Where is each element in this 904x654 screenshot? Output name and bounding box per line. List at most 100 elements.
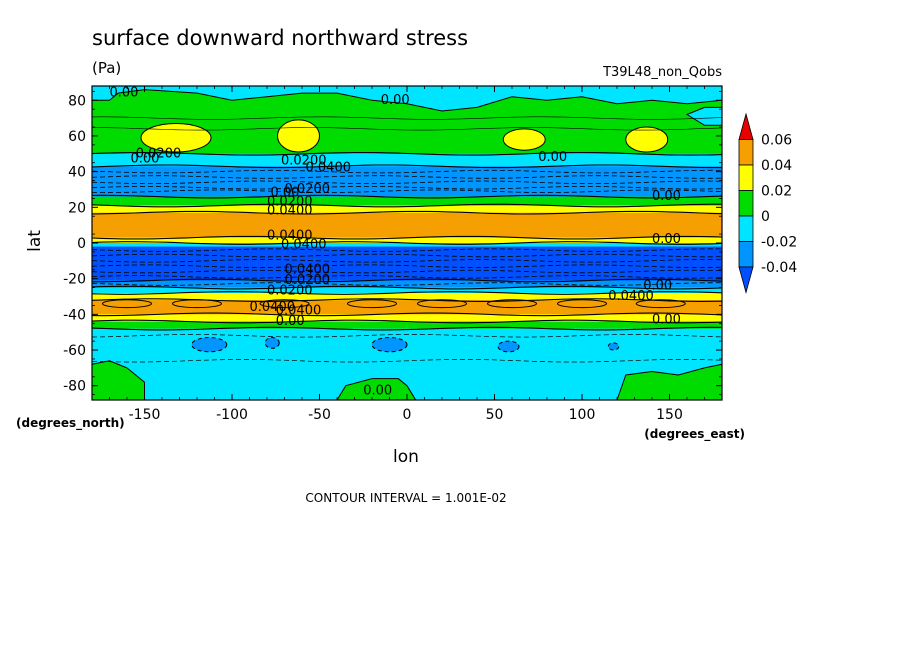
y-axis-label: lat (25, 230, 45, 252)
contour-line (92, 291, 722, 295)
contour-line (92, 248, 722, 252)
contour-label: 0.0400 (285, 262, 331, 277)
contour-line (92, 359, 722, 363)
x-axis-label: lon (393, 447, 419, 467)
contour-line (92, 259, 722, 263)
contour-line (92, 164, 722, 169)
south-green (92, 360, 145, 400)
contour-line (92, 253, 722, 258)
contour-interval-note: CONTOUR INTERVAL = 1.001E-02 (305, 491, 506, 505)
contour-line (92, 278, 722, 283)
contour-label: 0.0200 (285, 182, 331, 197)
north-cap (92, 86, 722, 112)
contour-line (92, 180, 722, 184)
contour-line (92, 285, 722, 290)
blue-low (607, 342, 620, 351)
x-tick-label: -150 (129, 407, 161, 423)
orange-cell (557, 299, 607, 309)
contour-label: 0.0400 (306, 161, 352, 176)
yellow-high (625, 126, 669, 153)
contour-line (92, 334, 722, 338)
contour-line (92, 175, 722, 179)
contour-label: 0.0200 (136, 146, 182, 161)
contour-label: 0.00 (538, 150, 567, 165)
band (92, 237, 722, 244)
yellow-high (502, 128, 546, 151)
contour-line (92, 127, 722, 131)
contour-line (92, 189, 722, 194)
band (92, 321, 722, 330)
x-tick-label: -50 (308, 407, 331, 423)
yellow-high (277, 119, 320, 153)
colorbar-segment (738, 190, 754, 217)
contour-label: 0.0200 (267, 284, 313, 299)
contour-label: 0.0400 (267, 203, 313, 218)
contour-label: 0.00 (652, 189, 681, 204)
contour-line (92, 151, 722, 156)
contour-label: 0.00 (131, 152, 160, 167)
colorbar-segment (738, 164, 754, 191)
y-axis: -80 -60 -40 -20 0 20 40 60 80 (63, 90, 722, 396)
blue-low (264, 337, 280, 349)
dataset-label: T39L48_non_Qobs (602, 65, 722, 80)
contour-label: 0.0400 (267, 228, 313, 243)
contour-line (92, 269, 722, 274)
contour-lines (92, 116, 722, 363)
contour-label: 0.00 (271, 186, 300, 201)
contour-label: 0.0400 (608, 289, 654, 304)
x-tick-label: 0 (403, 407, 412, 423)
contour-labels: 0.000.000.02000.000.02000.04000.000.000.… (110, 86, 681, 399)
band (92, 196, 722, 207)
north-cap-east (685, 106, 722, 126)
contour-label: 0.00 (381, 93, 410, 108)
colorbar-label: -0.04 (761, 260, 797, 276)
contour-label: 0.0200 (285, 273, 331, 288)
orange-cell (347, 299, 397, 309)
colorbar-label: 0.06 (761, 133, 792, 149)
contour-label: 0.00 (110, 86, 139, 101)
x-units-label: (degrees_east) (644, 427, 745, 442)
x-tick-label: 150 (656, 407, 683, 423)
colorbar-segment (738, 139, 754, 166)
x-axis: -150 -100 -50 0 50 100 150 (109, 86, 705, 423)
colorbar-label: 0.04 (761, 158, 792, 174)
contour-line (92, 194, 722, 199)
contour-line (92, 241, 722, 245)
band (92, 246, 722, 281)
band (92, 153, 722, 167)
x-tick-label: -100 (216, 407, 248, 423)
orange-cell (102, 299, 152, 309)
colorbar: 0.06 0.04 0.02 0 -0.02 -0.04 (738, 112, 797, 295)
contour-line (92, 203, 722, 208)
contour-line (92, 282, 722, 286)
colorbar-segment (738, 112, 754, 140)
colorbar-label: 0.02 (761, 184, 792, 200)
contour-line (92, 275, 722, 279)
colorbar-label: 0 (761, 209, 770, 225)
y-tick-label: 40 (68, 165, 86, 181)
contour-label: 0.0400 (276, 303, 322, 318)
contour-label: 0.0200 (281, 154, 327, 169)
band (92, 166, 722, 198)
contour-line (92, 319, 722, 324)
contour-label: 0.0400 (281, 237, 327, 252)
y-tick-label: 60 (68, 129, 86, 145)
contour-label: 0.00 (276, 314, 305, 329)
band (92, 212, 722, 239)
y-tick-label: 20 (68, 200, 86, 216)
band (92, 280, 722, 289)
y-units-label: (degrees_north) (16, 416, 125, 431)
colorbar-segment (738, 241, 754, 268)
band (92, 314, 722, 322)
units-label: (Pa) (92, 59, 121, 77)
y-tick-label: -20 (63, 272, 86, 288)
contour-label: 0.0400 (250, 300, 296, 315)
y-tick-label: -40 (63, 307, 86, 323)
contour-line (92, 116, 722, 120)
south-green (336, 378, 417, 400)
contour-line (92, 169, 722, 174)
contour-label: 0.00 (652, 232, 681, 247)
colorbar-segment (738, 266, 754, 295)
contour-line (92, 235, 722, 240)
